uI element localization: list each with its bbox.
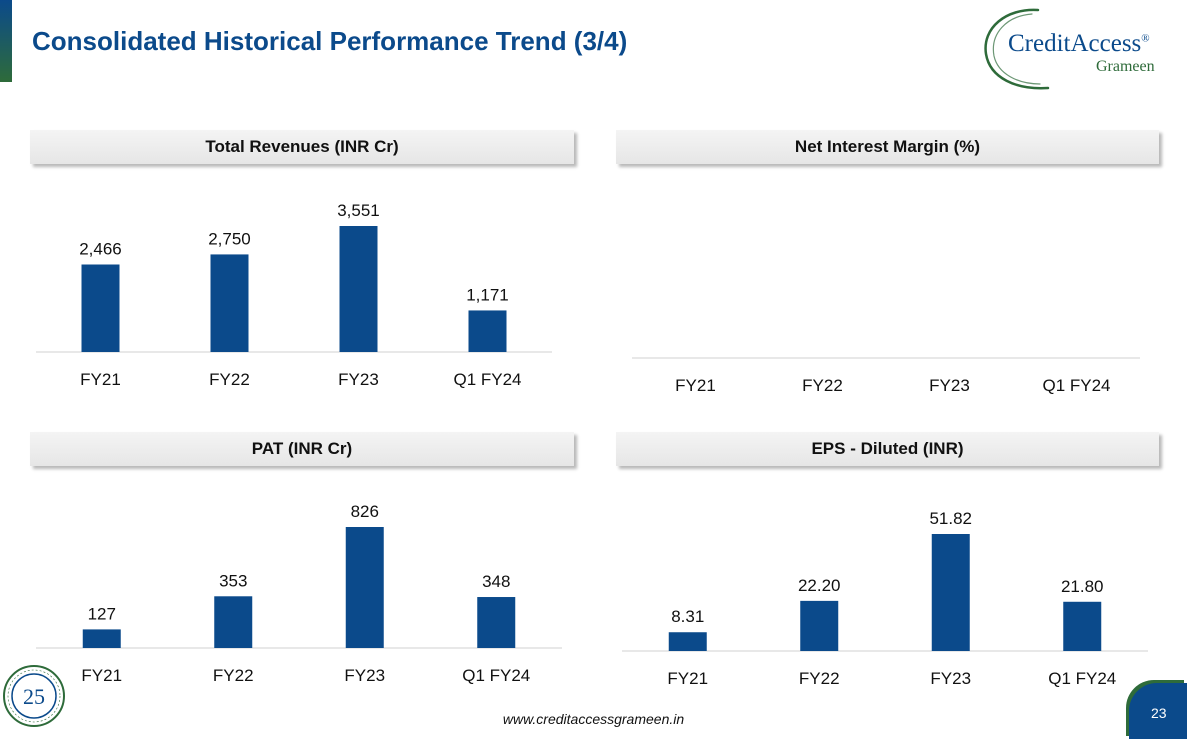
data-label-q1-fy24: 1,171 xyxy=(466,285,509,304)
data-label-fy21: 2,466 xyxy=(79,239,122,258)
logo-name: CreditAccess xyxy=(1008,30,1142,57)
logo-subtitle: Grameen xyxy=(1096,58,1155,75)
left-accent-bar xyxy=(0,0,12,82)
page-number-badge: 23 xyxy=(1129,683,1187,739)
category-label-q1-fy24: Q1 FY24 xyxy=(453,370,521,389)
logo-wordmark: CreditAccess® xyxy=(1008,30,1150,58)
chart-title-pat: PAT (INR Cr) xyxy=(30,432,574,466)
category-label-q1-fy24: Q1 FY24 xyxy=(1048,669,1116,688)
chart-title-total-revenues: Total Revenues (INR Cr) xyxy=(30,130,574,164)
category-label-fy21: FY21 xyxy=(81,666,122,685)
category-label-fy22: FY22 xyxy=(213,666,254,685)
chart-title-net-interest-margin: Net Interest Margin (%) xyxy=(616,130,1159,164)
data-label-fy23: 3,551 xyxy=(337,201,380,220)
category-label-fy23: FY23 xyxy=(930,669,971,688)
bar-fy23 xyxy=(345,527,384,648)
category-label-fy23: FY23 xyxy=(338,370,379,389)
data-label-fy23: 51.82 xyxy=(929,509,972,528)
category-label-fy22: FY22 xyxy=(802,376,843,395)
bar-q1-fy24 xyxy=(468,310,507,352)
category-label-fy23: FY23 xyxy=(929,376,970,395)
page-number: 23 xyxy=(1151,705,1167,721)
pat-chart: 127 FY21 353 FY22 826 FY23 348 Q1 FY24 xyxy=(36,502,562,685)
net-interest-margin-chart: 10.7%FY2110.9%FY2211.6%FY2313.0%Q1 FY24 xyxy=(632,357,1140,395)
chart-title-eps-diluted: EPS - Diluted (INR) xyxy=(616,432,1159,466)
bar-fy21 xyxy=(668,632,707,651)
eps-diluted-chart: 8.31 FY21 22.20 FY22 51.82 FY23 21.80 Q1 FY24 xyxy=(622,509,1148,688)
bar-fy22 xyxy=(214,596,253,648)
data-label-fy21: 8.31 xyxy=(671,607,704,626)
data-label-fy21: 127 xyxy=(88,604,116,623)
category-label-q1-fy24: Q1 FY24 xyxy=(1042,376,1110,395)
bar-q1-fy24 xyxy=(1063,601,1102,651)
category-label-fy21: FY21 xyxy=(675,376,716,395)
logo-swirl-icon xyxy=(984,8,1050,90)
bar-q1-fy24 xyxy=(477,597,516,648)
data-label-fy22: 2,750 xyxy=(208,229,251,248)
data-label-q1-fy24: 348 xyxy=(482,572,510,591)
category-label-fy22: FY22 xyxy=(209,370,250,389)
category-label-q1-fy24: Q1 FY24 xyxy=(462,666,530,685)
bar-fy21 xyxy=(81,264,120,352)
anniversary-number: 25 xyxy=(23,684,45,709)
bar-fy22 xyxy=(210,254,249,352)
company-logo: CreditAccess® Grameen xyxy=(976,4,1176,92)
footer-website: www.creditaccessgrameen.in xyxy=(0,711,1187,727)
footer-website-text: www.creditaccessgrameen.in xyxy=(502,711,685,727)
data-label-q1-fy24: 21.80 xyxy=(1061,577,1104,596)
page-title: Consolidated Historical Performance Tren… xyxy=(32,26,628,56)
bar-fy23 xyxy=(931,534,970,651)
bar-fy22 xyxy=(800,600,839,651)
anniversary-seal-icon: 25 xyxy=(3,665,65,727)
data-label-fy22: 353 xyxy=(219,571,247,590)
category-label-fy23: FY23 xyxy=(344,666,385,685)
category-label-fy21: FY21 xyxy=(667,669,708,688)
logo-registered-mark: ® xyxy=(1141,32,1150,45)
data-label-fy23: 826 xyxy=(351,502,379,521)
data-label-fy22: 22.20 xyxy=(798,576,841,595)
bar-fy21 xyxy=(82,629,121,648)
category-label-fy22: FY22 xyxy=(799,669,840,688)
bar-fy23 xyxy=(339,226,378,352)
category-label-fy21: FY21 xyxy=(80,370,121,389)
total-revenues-chart: 2,466 FY21 2,750 FY22 3,551 FY23 1,171 Q1 FY24 xyxy=(36,201,552,389)
